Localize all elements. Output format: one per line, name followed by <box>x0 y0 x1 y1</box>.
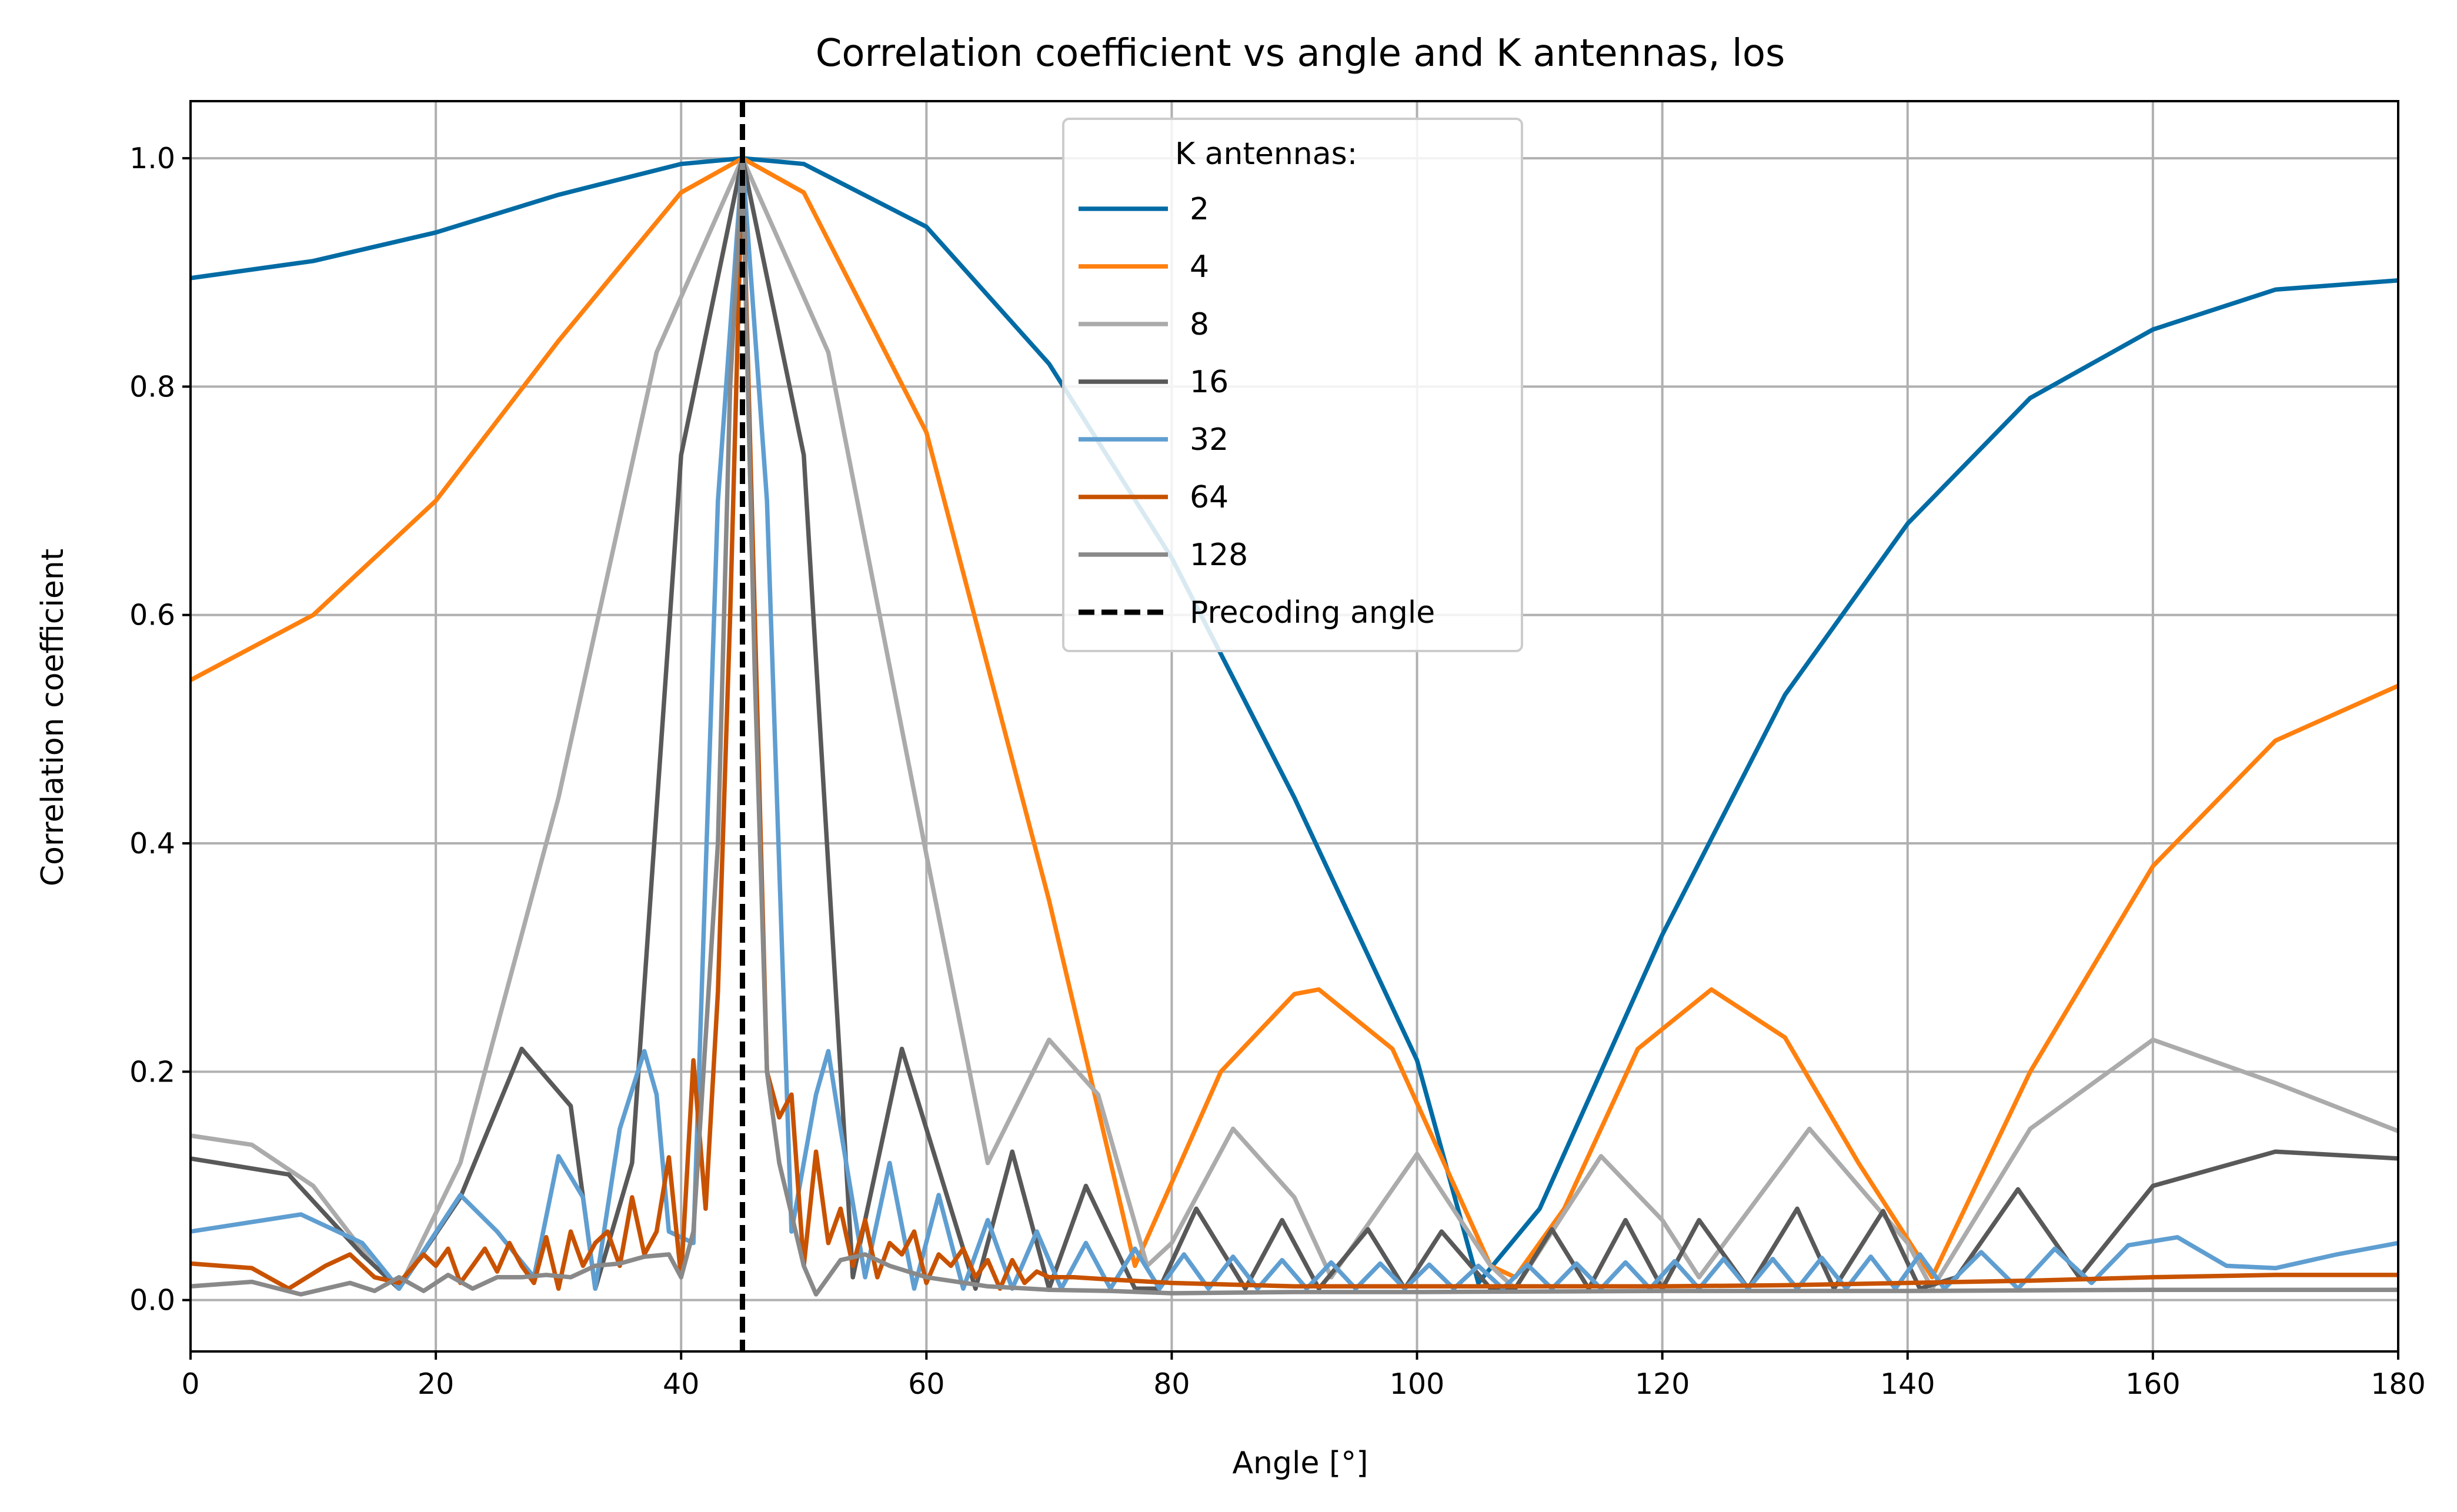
legend-title: K antennas: <box>1175 136 1357 172</box>
y-tick-label: 1.0 <box>129 142 175 175</box>
legend-label: 128 <box>1190 538 1248 573</box>
y-tick-label: 0.6 <box>129 599 175 632</box>
series-line-k16 <box>190 156 2399 1291</box>
y-tick-label: 0.0 <box>129 1284 175 1317</box>
x-tick-label: 140 <box>1880 1367 1935 1401</box>
chart-title: Correlation coefficient vs angle and K a… <box>816 32 1785 75</box>
axis-ticks: 0 20 40 60 80 100 120 140 160 180 0.0 0.2 0.4 0.6 0.8 1… <box>129 142 2426 1401</box>
y-tick-label: 0.8 <box>129 370 175 403</box>
plot-frame <box>189 100 2399 1353</box>
legend-label: 8 <box>1190 307 1209 342</box>
x-tick-label: 20 <box>418 1367 454 1401</box>
legend-label: 4 <box>1190 249 1209 285</box>
x-axis-label: Angle [°] <box>1232 1446 1368 1481</box>
legend-label: Precoding angle <box>1190 595 1435 630</box>
x-tick-label: 180 <box>2371 1367 2426 1401</box>
x-tick-label: 100 <box>1390 1367 1445 1401</box>
legend-box <box>1062 118 1523 652</box>
legend-label: 32 <box>1190 422 1228 458</box>
x-tick-label: 40 <box>663 1367 699 1401</box>
legend-item-k16[interactable]: 16 <box>1079 365 1228 400</box>
x-tick-label: 0 <box>181 1367 199 1401</box>
series-line-k64 <box>190 156 2398 1291</box>
legend-item-k2[interactable]: 2 <box>1079 192 1209 227</box>
series-group <box>189 156 2399 1297</box>
series-line-k2 <box>190 156 2399 1286</box>
legend-item-k4[interactable]: 4 <box>1079 249 1209 285</box>
x-tick-label: 80 <box>1153 1367 1190 1401</box>
legend[interactable]: K antennas: 2 4 8 16 32 64 128 Precoding angle <box>1062 118 1523 652</box>
x-tick-label: 60 <box>908 1367 944 1401</box>
y-axis-label: Correlation coefficient <box>35 549 71 886</box>
legend-label: 2 <box>1190 192 1209 227</box>
legend-item-k8[interactable]: 8 <box>1079 307 1209 342</box>
legend-item-k32[interactable]: 32 <box>1079 422 1228 458</box>
legend-label: 64 <box>1190 480 1228 515</box>
x-tick-label: 120 <box>1635 1367 1690 1401</box>
y-tick-label: 0.2 <box>129 1055 175 1089</box>
legend-item-precoding-angle[interactable]: Precoding angle <box>1079 595 1435 630</box>
series-line-k128 <box>190 156 2398 1297</box>
legend-item-k128[interactable]: 128 <box>1079 538 1248 573</box>
legend-label: 16 <box>1190 365 1228 400</box>
y-tick-label: 0.4 <box>129 827 175 860</box>
legend-item-k64[interactable]: 64 <box>1079 480 1228 515</box>
x-tick-label: 160 <box>2125 1367 2181 1401</box>
